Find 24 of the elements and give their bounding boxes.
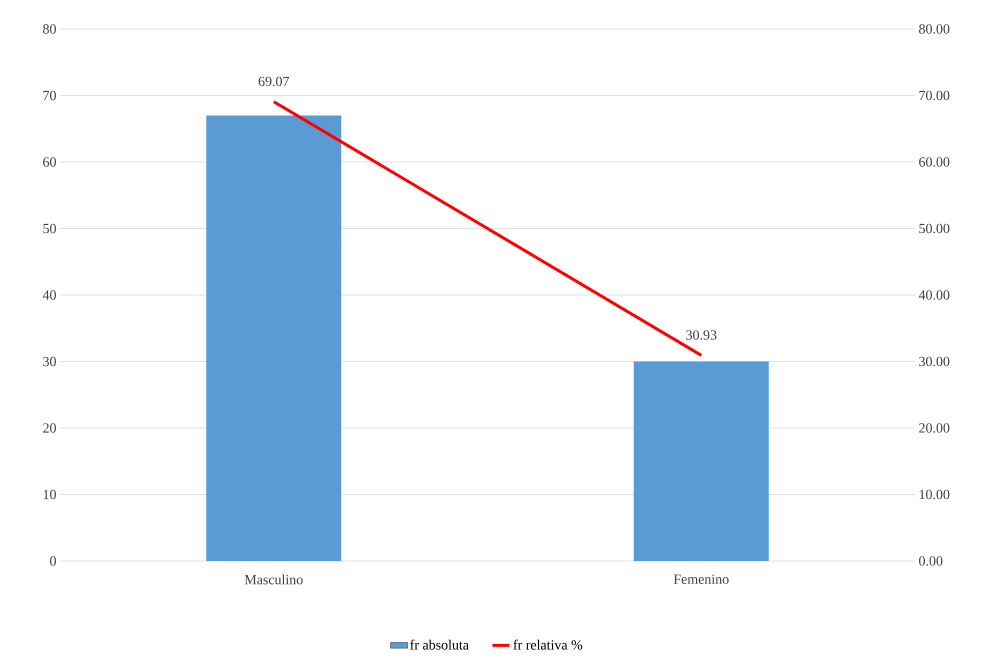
y2-tick-label: 30.00 <box>919 356 950 366</box>
y2-tick-label: 50.00 <box>919 224 950 234</box>
y2-tick-label: 0.00 <box>919 556 942 566</box>
y2-tick-label: 20.00 <box>919 423 950 433</box>
legend-label: fr relativa % <box>513 640 582 650</box>
y-tick-label: 80 <box>43 24 56 34</box>
legend-label: fr absoluta <box>410 640 469 650</box>
data-label: 69.07 <box>258 76 290 86</box>
data-label: 30.93 <box>686 330 716 340</box>
x-tick-label: Femenino <box>674 574 729 584</box>
y2-tick-label: 70.00 <box>919 90 950 100</box>
x-tick-label: Masculino <box>244 574 303 584</box>
y-tick-label: 40 <box>42 290 56 300</box>
y2-tick-label: 80.00 <box>919 24 950 34</box>
y-tick-label: 30 <box>43 356 56 366</box>
y-tick-label: 60 <box>43 157 56 167</box>
y-tick-label: 50 <box>43 224 56 234</box>
y2-tick-label: 60.00 <box>919 157 950 167</box>
y-tick-label: 0 <box>50 556 56 566</box>
y2-tick-label: 40.00 <box>918 290 950 300</box>
y-tick-label: 10 <box>44 490 56 500</box>
y-tick-label: 70 <box>43 90 56 100</box>
y2-tick-label: 10.00 <box>920 490 950 500</box>
y-tick-label: 20 <box>43 423 56 433</box>
